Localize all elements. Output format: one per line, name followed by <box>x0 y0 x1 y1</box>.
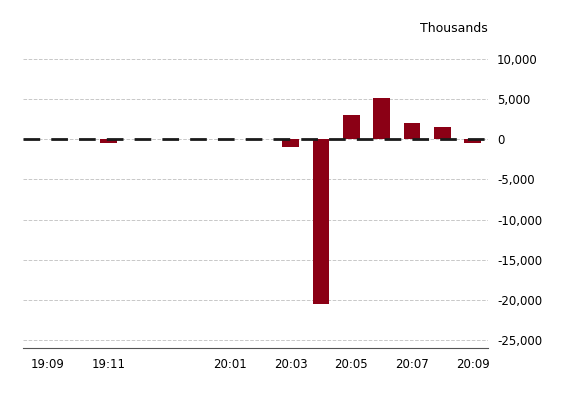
Bar <box>464 139 481 143</box>
Bar <box>313 139 329 304</box>
Bar <box>282 139 299 147</box>
Text: Thousands: Thousands <box>420 23 488 36</box>
Bar <box>434 128 451 139</box>
Bar <box>343 115 360 139</box>
Bar <box>374 98 390 139</box>
Bar <box>100 139 117 143</box>
Bar <box>404 124 421 139</box>
